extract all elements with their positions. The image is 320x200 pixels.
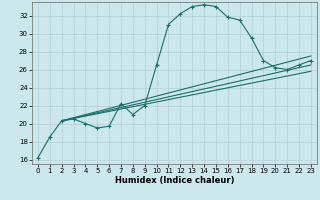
X-axis label: Humidex (Indice chaleur): Humidex (Indice chaleur) [115,176,234,185]
